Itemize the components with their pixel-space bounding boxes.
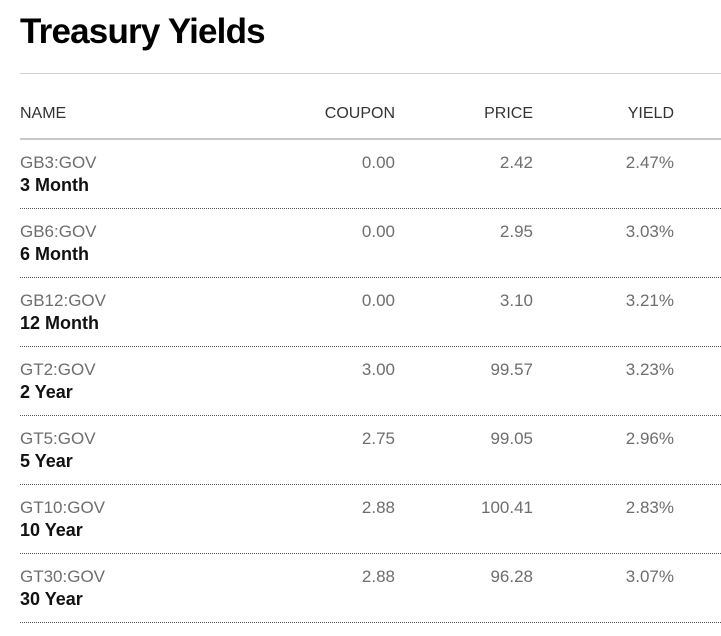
coupon-value: 2.75	[361, 429, 395, 448]
price-value: 3.10	[499, 291, 533, 310]
coupon-value: 0.00	[361, 222, 395, 241]
yield-value: 2.96%	[625, 429, 674, 448]
yield-value: 3.23%	[625, 360, 674, 379]
table-header: NAME COUPON PRICE YIELD	[20, 104, 721, 124]
header-yield[interactable]: YIELD	[627, 105, 674, 122]
yield-value: 3.07%	[625, 567, 674, 586]
ticker-link[interactable]: GT5:GOV	[20, 429, 96, 448]
header-price[interactable]: PRICE	[484, 105, 533, 122]
coupon-value: 0.00	[361, 291, 395, 310]
ticker-link[interactable]: GB6:GOV	[20, 222, 97, 241]
table-row[interactable]: GB6:GOV 6 Month 0.00 2.95 3.03%	[20, 209, 721, 278]
coupon-value: 2.88	[361, 567, 395, 586]
page-title: Treasury Yields	[20, 12, 266, 51]
table-row[interactable]: GT2:GOV 2 Year 3.00 99.57 3.23%	[20, 347, 721, 416]
yield-value: 3.21%	[625, 291, 674, 310]
header-divider	[20, 138, 721, 140]
header-name[interactable]: NAME	[20, 105, 67, 122]
yields-table: GB3:GOV 3 Month 0.00 2.42 2.47% GB6:GOV …	[20, 140, 721, 623]
ticker-link[interactable]: GB12:GOV	[20, 291, 106, 310]
table-row[interactable]: GT10:GOV 10 Year 2.88 100.41 2.83%	[20, 485, 721, 554]
price-value: 99.57	[490, 360, 533, 379]
header-coupon[interactable]: COUPON	[324, 105, 395, 122]
security-name[interactable]: 3 Month	[20, 175, 89, 195]
yield-value: 2.47%	[625, 153, 674, 172]
coupon-value: 3.00	[361, 360, 395, 379]
coupon-value: 2.88	[361, 498, 395, 517]
security-name[interactable]: 10 Year	[20, 520, 83, 540]
table-row[interactable]: GT5:GOV 5 Year 2.75 99.05 2.96%	[20, 416, 721, 485]
ticker-link[interactable]: GB3:GOV	[20, 153, 97, 172]
title-divider	[20, 73, 721, 74]
price-value: 96.28	[490, 567, 533, 586]
security-name[interactable]: 2 Year	[20, 382, 73, 402]
price-value: 99.05	[490, 429, 533, 448]
security-name[interactable]: 30 Year	[20, 589, 83, 609]
ticker-link[interactable]: GT30:GOV	[20, 567, 106, 586]
ticker-link[interactable]: GT10:GOV	[20, 498, 106, 517]
security-name[interactable]: 12 Month	[20, 313, 99, 333]
yield-value: 3.03%	[625, 222, 674, 241]
ticker-link[interactable]: GT2:GOV	[20, 360, 96, 379]
table-row[interactable]: GB12:GOV 12 Month 0.00 3.10 3.21%	[20, 278, 721, 347]
price-value: 2.42	[499, 153, 533, 172]
coupon-value: 0.00	[361, 153, 395, 172]
yield-value: 2.83%	[625, 498, 674, 517]
table-row[interactable]: GB3:GOV 3 Month 0.00 2.42 2.47%	[20, 140, 721, 209]
security-name[interactable]: 5 Year	[20, 451, 73, 471]
table-row[interactable]: GT30:GOV 30 Year 2.88 96.28 3.07%	[20, 554, 721, 623]
price-value: 100.41	[481, 498, 533, 517]
security-name[interactable]: 6 Month	[20, 244, 89, 264]
price-value: 2.95	[499, 222, 533, 241]
